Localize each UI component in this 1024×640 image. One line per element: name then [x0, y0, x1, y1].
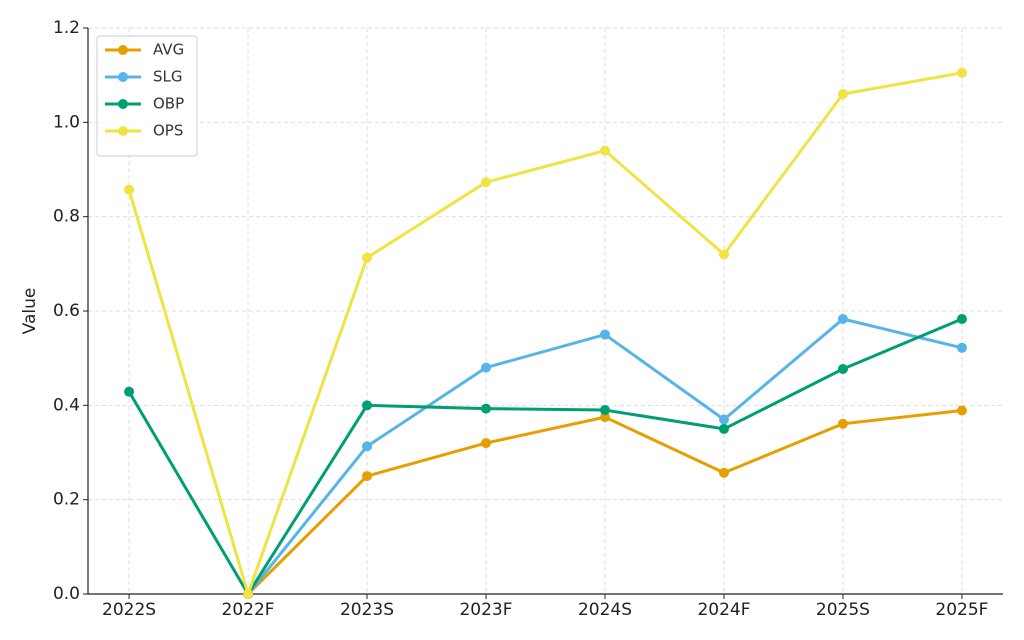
point — [718, 249, 729, 260]
point — [718, 467, 729, 478]
series-line — [127, 71, 963, 596]
y-tick-label: 0.4 — [53, 395, 80, 415]
point — [599, 329, 610, 340]
point — [956, 342, 967, 353]
point — [599, 405, 610, 416]
point — [837, 364, 848, 375]
y-tick-label: 0.6 — [53, 301, 80, 321]
x-tick-label: 2022S — [102, 600, 156, 620]
x-tick-label: 2025S — [816, 600, 870, 620]
legend-marker — [118, 45, 128, 55]
point — [599, 412, 610, 423]
point — [362, 471, 373, 482]
point — [362, 441, 373, 452]
point — [481, 403, 492, 414]
point — [718, 423, 729, 434]
legend-marker — [118, 99, 128, 109]
x-tick-label: 2025F — [935, 600, 988, 620]
x-tick-label: 2022F — [222, 600, 275, 620]
point — [956, 405, 967, 416]
y-axis-label: Value — [20, 288, 40, 335]
point — [956, 67, 967, 78]
x-tick-label: 2023S — [340, 600, 394, 620]
legend-label: AVG — [153, 41, 184, 59]
legend-marker — [118, 72, 128, 82]
legend-marker — [118, 126, 128, 136]
point — [481, 438, 492, 449]
legend-label: OBP — [153, 95, 184, 113]
y-tick-label: 1.2 — [53, 18, 80, 38]
y-tick-label: 0.0 — [53, 584, 80, 604]
legend-label: SLG — [153, 68, 183, 86]
y-tick-label: 0.2 — [53, 490, 80, 510]
legend-label: OPS — [153, 122, 183, 140]
point — [718, 414, 729, 425]
y-tick-label: 1.0 — [53, 112, 80, 132]
grid — [88, 27, 1003, 595]
y-tick-label: 0.8 — [53, 207, 80, 227]
point — [243, 589, 254, 599]
point — [481, 362, 492, 373]
x-tick-label: 2024F — [697, 600, 750, 620]
point — [124, 386, 135, 397]
x-tick-label: 2024S — [578, 600, 632, 620]
point — [481, 177, 492, 188]
point — [837, 89, 848, 100]
point — [837, 314, 848, 325]
series-line — [246, 409, 963, 596]
point — [362, 252, 373, 263]
series-line — [127, 317, 963, 596]
point — [837, 418, 848, 429]
point — [599, 145, 610, 156]
point — [362, 400, 373, 411]
point — [124, 184, 135, 195]
point — [956, 314, 967, 325]
legend-box — [96, 35, 198, 157]
x-tick-label: 2023F — [459, 600, 512, 620]
